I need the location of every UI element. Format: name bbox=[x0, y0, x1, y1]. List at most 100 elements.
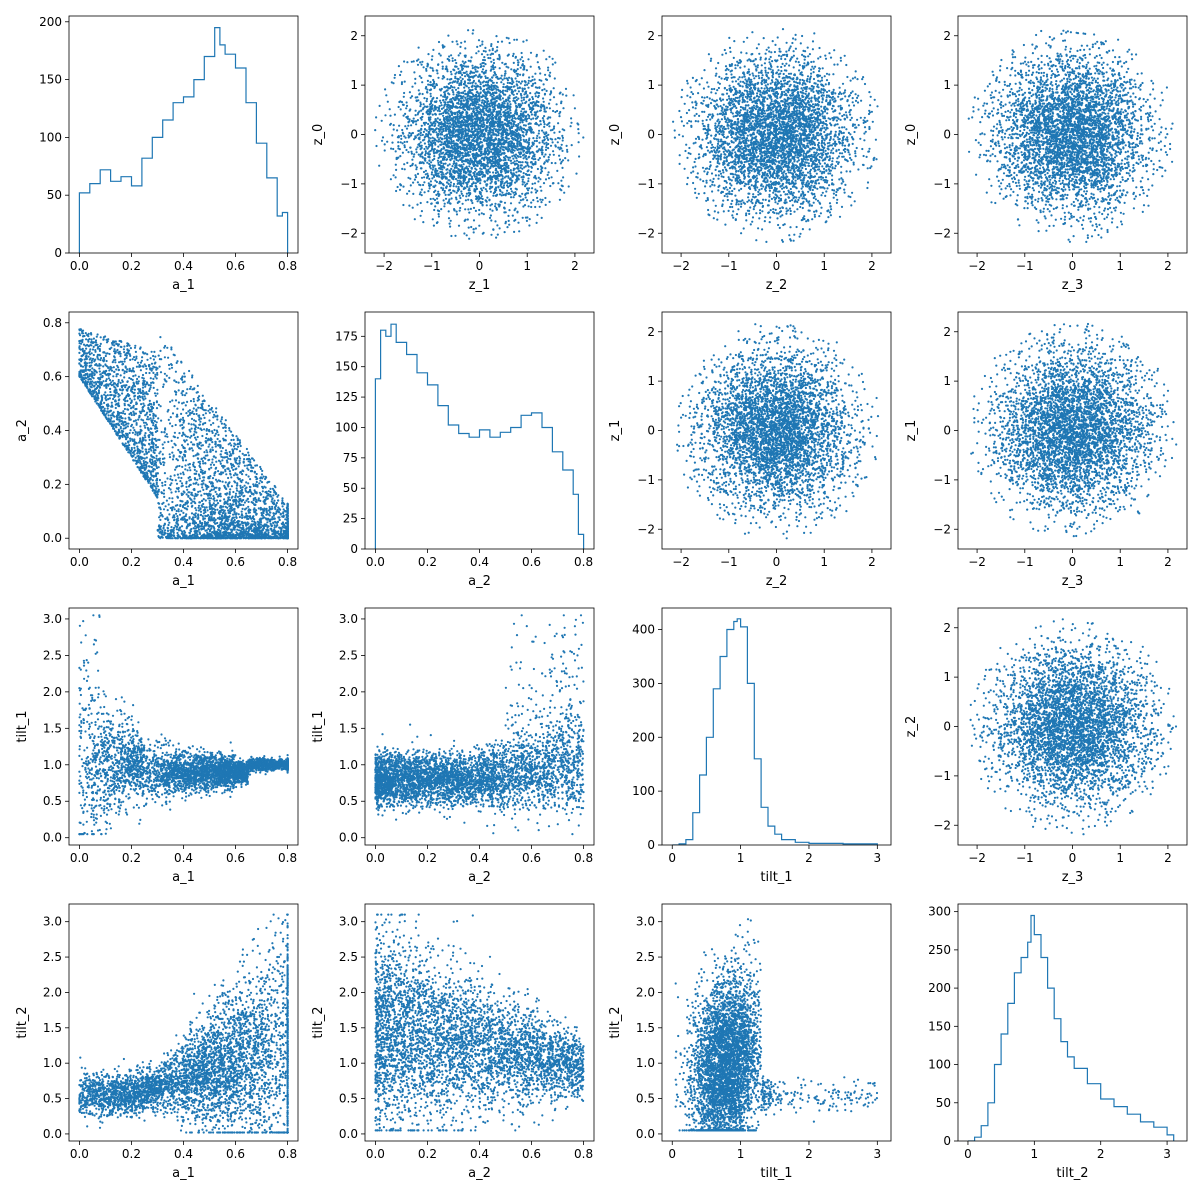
scatter-point bbox=[462, 105, 466, 108]
scatter-point bbox=[412, 192, 415, 195]
scatter-point bbox=[496, 150, 499, 153]
scatter-point bbox=[420, 116, 423, 119]
scatter-point bbox=[474, 65, 477, 68]
scatter-point bbox=[577, 132, 580, 135]
scatter-point bbox=[442, 46, 445, 49]
scatter-point bbox=[829, 56, 833, 59]
scatter-point bbox=[440, 208, 443, 211]
scatter-point bbox=[494, 133, 498, 136]
scatter-point bbox=[414, 82, 417, 85]
scatter-point bbox=[416, 203, 419, 206]
scatter-point bbox=[449, 181, 453, 184]
scatter-point bbox=[525, 115, 528, 118]
scatter-point bbox=[431, 164, 434, 167]
scatter-point bbox=[830, 149, 833, 152]
scatter-point bbox=[487, 136, 490, 139]
scatter-point bbox=[491, 143, 494, 146]
scatter-point bbox=[398, 188, 402, 191]
scatter-point bbox=[507, 66, 510, 69]
scatter-point bbox=[465, 192, 468, 195]
scatter-point bbox=[454, 157, 457, 160]
scatter-point bbox=[473, 189, 476, 192]
scatter-point bbox=[400, 70, 403, 73]
scatter-point bbox=[450, 130, 454, 133]
scatter-point bbox=[482, 94, 485, 97]
axes-frame bbox=[68, 15, 299, 254]
scatter-point bbox=[446, 70, 449, 73]
scatter-point bbox=[481, 232, 484, 235]
scatter-point bbox=[429, 121, 432, 124]
scatter-point bbox=[472, 102, 475, 105]
scatter-point bbox=[522, 124, 526, 127]
scatter-point bbox=[532, 82, 535, 85]
scatter-point bbox=[471, 121, 474, 124]
scatter-point bbox=[439, 170, 442, 173]
scatter-point bbox=[403, 135, 406, 138]
scatter-point bbox=[497, 139, 500, 142]
scatter-point bbox=[480, 150, 483, 153]
scatter-point bbox=[527, 58, 530, 61]
scatter-point bbox=[812, 77, 816, 81]
scatter-point bbox=[831, 174, 834, 177]
scatter-point bbox=[524, 165, 527, 168]
scatter-point bbox=[539, 178, 542, 181]
scatter-point bbox=[425, 111, 428, 114]
scatter-point bbox=[414, 176, 418, 179]
scatter-point bbox=[425, 133, 428, 136]
scatter-point bbox=[538, 205, 541, 208]
scatter-point bbox=[459, 206, 462, 210]
scatter-point bbox=[528, 114, 531, 118]
scatter-point bbox=[542, 49, 545, 52]
scatter-point bbox=[439, 133, 442, 136]
scatter-point bbox=[444, 128, 447, 131]
scatter-point bbox=[422, 221, 425, 224]
scatter-point bbox=[403, 146, 406, 149]
scatter-point bbox=[412, 121, 415, 124]
scatter-point bbox=[442, 111, 445, 115]
scatter-point bbox=[722, 199, 725, 202]
scatter-point bbox=[508, 148, 511, 151]
scatter-point bbox=[493, 106, 496, 109]
scatter-point bbox=[463, 65, 466, 68]
scatter-point bbox=[550, 91, 553, 94]
scatter-point bbox=[483, 56, 486, 59]
scatter-point bbox=[497, 125, 500, 128]
scatter-point bbox=[427, 190, 430, 193]
scatter-point bbox=[416, 134, 419, 137]
scatter-point bbox=[421, 112, 424, 115]
scatter-point bbox=[457, 137, 460, 140]
scatter-point bbox=[524, 216, 528, 219]
scatter-point bbox=[490, 43, 493, 46]
scatter-point bbox=[539, 198, 542, 201]
scatter-point bbox=[460, 123, 463, 126]
scatter-point bbox=[437, 213, 440, 216]
scatter-point bbox=[494, 180, 497, 183]
scatter-point bbox=[540, 79, 543, 82]
scatter-point bbox=[439, 94, 443, 97]
scatter-point bbox=[522, 172, 525, 175]
scatter-point bbox=[515, 188, 518, 191]
scatter-point bbox=[468, 187, 471, 190]
scatter-point bbox=[518, 230, 521, 233]
scatter-point bbox=[414, 114, 417, 117]
scatter-point bbox=[497, 134, 500, 137]
scatter-point bbox=[439, 160, 442, 163]
scatter-point bbox=[518, 144, 521, 147]
scatter-point bbox=[418, 142, 421, 146]
scatter-point bbox=[414, 77, 417, 80]
scatter-point bbox=[545, 78, 549, 81]
scatter-point bbox=[451, 40, 454, 43]
scatter-point bbox=[476, 164, 479, 167]
scatter-point bbox=[466, 218, 469, 221]
scatter-point bbox=[451, 57, 454, 60]
scatter-point bbox=[425, 145, 428, 148]
scatter-point bbox=[546, 117, 549, 120]
scatter-point bbox=[546, 137, 549, 140]
scatter-point bbox=[503, 231, 506, 234]
scatter-point bbox=[442, 95, 445, 98]
scatter-point bbox=[490, 150, 493, 153]
scatter-point bbox=[507, 142, 511, 145]
scatter-point bbox=[437, 63, 440, 66]
scatter-point bbox=[472, 95, 475, 98]
scatter-point bbox=[526, 130, 529, 133]
